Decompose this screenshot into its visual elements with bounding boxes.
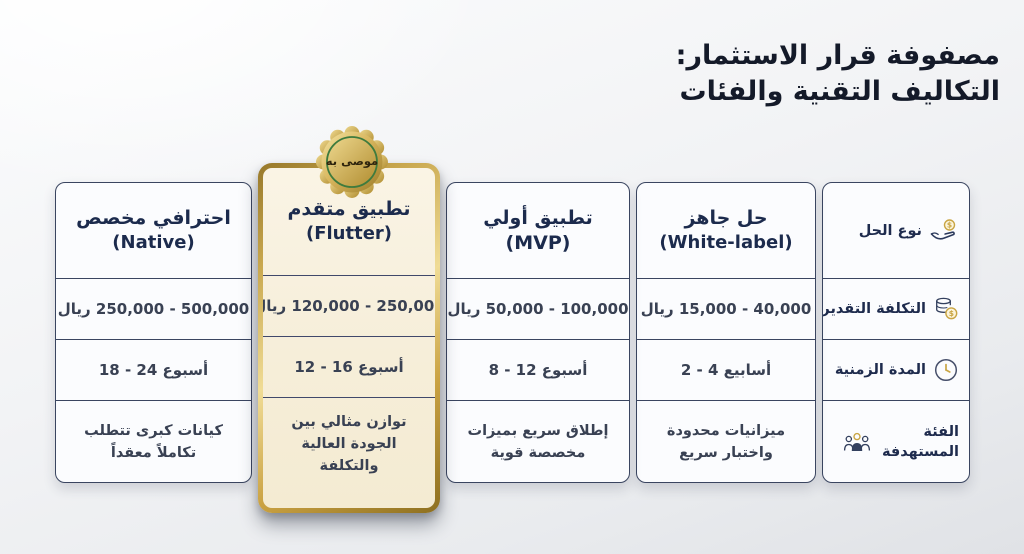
clock-icon [933, 357, 959, 383]
cost-value: 100,000 - 50,000 ريال [447, 300, 629, 318]
people-icon [842, 431, 872, 453]
duration-cell: أسبوع 24 - 18 [56, 339, 251, 400]
page-title-line1: مصفوفة قرار الاستثمار: [675, 40, 1001, 71]
duration-value: أسابيع 4 - 2 [680, 361, 772, 379]
svg-text:$: $ [949, 309, 954, 318]
cost-value: 500,000 - 250,000 ريال [57, 300, 250, 318]
column-mvp: تطبيق أولي (MVP) 100,000 - 50,000 ريال أ… [446, 182, 630, 483]
row-header-duration: المدة الزمنية [823, 339, 969, 400]
row-header-label: نوع الحل [858, 222, 922, 239]
row-header-estimated-cost: $ التكلفة التقديرية [823, 278, 969, 339]
svg-text:$: $ [947, 220, 952, 229]
solution-name-ar: تطبيق أولي (MVP) [483, 206, 593, 254]
column-flutter-recommended: موصى به تطبيق متقدم (Flutter) 250,000 - … [258, 126, 440, 513]
cost-cell: 500,000 - 250,000 ريال [56, 278, 251, 339]
duration-cell: أسبوع 16 - 12 [263, 336, 435, 397]
solution-name-en: (Native) [112, 232, 195, 253]
hand-coin-icon: $ [929, 218, 959, 244]
row-header-label: المدة الزمنية [834, 362, 926, 378]
solution-name-en: (Flutter) [305, 223, 393, 244]
solution-name-ar: تطبيق متقدم [287, 198, 411, 220]
page-title-line2: التكاليف التقنية والفئات [679, 76, 1000, 107]
target-cell: إطلاق سريع بميزات مخصصة قوية [447, 400, 629, 482]
row-header-solution-type: $ نوع الحل [823, 183, 969, 278]
gold-seal-icon [315, 126, 388, 198]
column-flutter-body: تطبيق متقدم (Flutter) 250,000 - 120,000 … [263, 168, 435, 508]
column-header: حل جاهز (White-label) [637, 183, 815, 278]
cost-cell: 100,000 - 50,000 ريال [447, 278, 629, 339]
row-header-label: التكلفة التقديرية [822, 301, 926, 317]
target-value: إطلاق سريع بميزات مخصصة قوية [467, 422, 609, 461]
duration-value: أسبوع 24 - 18 [98, 361, 209, 379]
cost-cell: 250,000 - 120,000 ريال [263, 275, 435, 336]
duration-cell: أسابيع 4 - 2 [637, 339, 815, 400]
target-value: توازن مثالي بين الجودة العالية والتكلفة [291, 414, 407, 474]
solution-name-en: (White-label) [659, 232, 793, 253]
column-white-label: حل جاهز (White-label) 40,000 - 15,000 ري… [636, 182, 816, 483]
cost-value: 250,000 - 120,000 ريال [263, 297, 435, 315]
recommended-badge-label: موصى به [325, 154, 379, 168]
column-header: احترافي مخصص (Native) [56, 183, 251, 278]
cost-cell: 40,000 - 15,000 ريال [637, 278, 815, 339]
row-header-column: $ نوع الحل $ [822, 182, 970, 483]
solution-name-ar: احترافي مخصص [76, 207, 231, 229]
column-header: تطبيق متقدم (Flutter) [263, 168, 435, 275]
coins-icon: $ [933, 296, 959, 322]
target-cell: توازن مثالي بين الجودة العالية والتكلفة [263, 397, 435, 508]
target-cell: ميزانيات محدودة واختبار سريع [637, 400, 815, 482]
recommended-badge: موصى به [315, 125, 389, 199]
row-header-target-category: الفئة المستهدفة [823, 400, 969, 482]
solution-name-ar: حل جاهز [684, 207, 768, 229]
page-title: مصفوفة قرار الاستثمار: التكاليف التقنية … [675, 38, 1001, 110]
duration-value: أسبوع 12 - 8 [488, 361, 588, 379]
target-cell: كيانات كبرى تتطلب تكاملاً معقداً [56, 400, 251, 482]
comparison-table: $ نوع الحل $ [54, 126, 970, 513]
column-native: احترافي مخصص (Native) 500,000 - 250,000 … [55, 182, 252, 483]
column-header: تطبيق أولي (MVP) [447, 183, 629, 278]
cost-value: 40,000 - 15,000 ريال [640, 300, 812, 318]
duration-value: أسبوع 16 - 12 [294, 358, 404, 376]
target-value: ميزانيات محدودة واختبار سريع [666, 422, 786, 461]
duration-cell: أسبوع 12 - 8 [447, 339, 629, 400]
target-value: كيانات كبرى تتطلب تكاملاً معقداً [84, 422, 223, 461]
row-header-label: الفئة المستهدفة [881, 423, 959, 460]
